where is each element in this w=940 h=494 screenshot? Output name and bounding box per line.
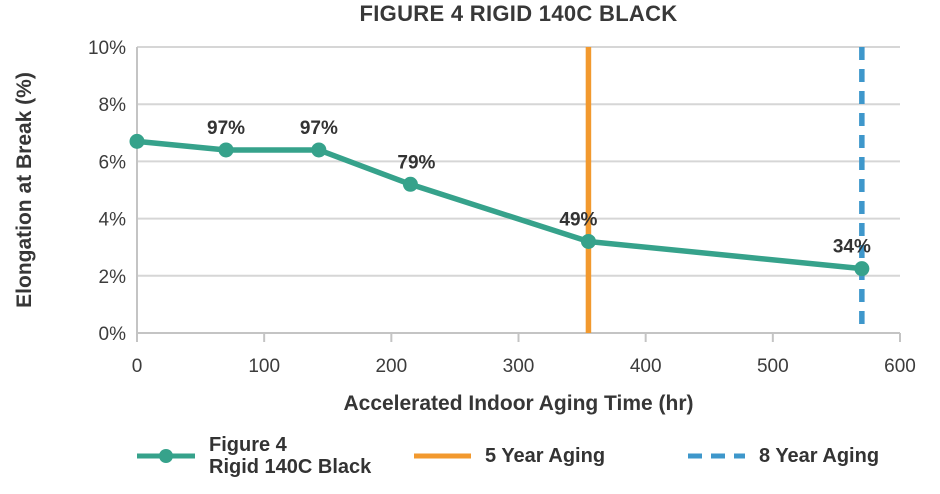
legend-item-8-year-aging: 8 Year Aging (687, 430, 879, 482)
legend-series-label: Figure 4 Rigid 140C Black (209, 434, 371, 478)
legend-item-5-year-aging: 5 Year Aging (413, 430, 605, 482)
series-swatch-marker (159, 449, 173, 463)
chart-title: FIGURE 4 RIGID 140C BLACK (359, 1, 678, 26)
five-year-line-swatch-icon (414, 453, 471, 459)
y-tick-label-4%: 4% (99, 210, 127, 231)
legend-series-label-line1: Figure 4 (209, 434, 287, 456)
x-tick-label-0: 0 (132, 356, 143, 377)
y-tick-label-6%: 6% (99, 152, 127, 173)
point-label-97%: 97% (300, 118, 338, 139)
x-tick-label-500: 500 (757, 356, 789, 377)
data-point-marker (218, 142, 234, 158)
data-point-marker (402, 176, 418, 192)
point-label-49%: 49% (559, 209, 597, 230)
eight-year-dashed-swatch-icon (688, 453, 745, 459)
x-tick-label-200: 200 (375, 356, 407, 377)
x-tick-label-400: 400 (630, 356, 662, 377)
x-axis-title: Accelerated Indoor Aging Time (hr) (343, 392, 694, 415)
legend: Figure 4 Rigid 140C Black 5 Year Aging 8… (0, 430, 940, 482)
x-tick-label-600: 600 (884, 356, 916, 377)
y-tick-label-2%: 2% (99, 267, 127, 288)
point-label-79%: 79% (397, 152, 435, 173)
x-tick-label-100: 100 (248, 356, 280, 377)
series-line-swatch-icon (137, 449, 195, 463)
y-tick-label-0%: 0% (99, 324, 127, 345)
data-point-marker (311, 142, 327, 158)
data-point-marker (580, 233, 596, 249)
legend-item-series: Figure 4 Rigid 140C Black (135, 430, 371, 482)
point-label-34%: 34% (833, 237, 871, 258)
point-label-97%: 97% (207, 118, 245, 139)
legend-series-label-line2: Rigid 140C Black (209, 456, 372, 478)
series-line (134, 138, 865, 272)
data-point-marker (854, 261, 870, 277)
legend-5-year-label: 5 Year Aging (485, 445, 606, 467)
y-tick-label-8%: 8% (99, 95, 127, 116)
data-point-marker (129, 133, 145, 149)
y-tick-label-10%: 10% (88, 38, 126, 59)
legend-8-year-label: 8 Year Aging (759, 445, 880, 467)
x-tick-label-300: 300 (503, 356, 535, 377)
